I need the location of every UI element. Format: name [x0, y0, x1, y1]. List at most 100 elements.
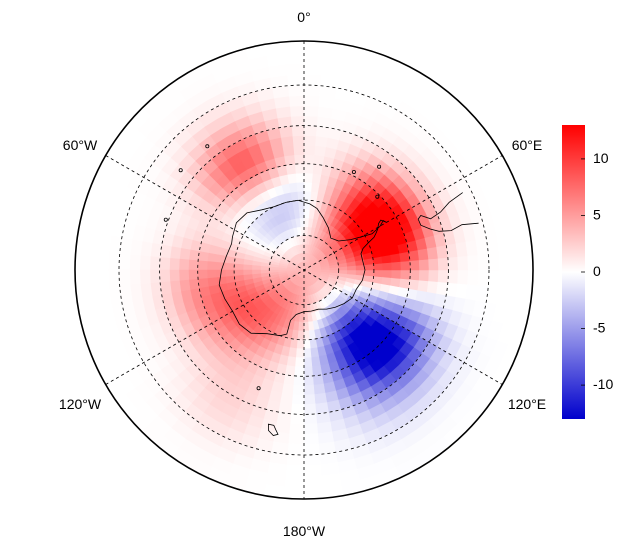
- heat-cell: [417, 279, 429, 293]
- heat-cell: [179, 279, 191, 293]
- heat-cell: [312, 163, 323, 175]
- heat-cell: [206, 261, 217, 271]
- heat-cell: [281, 383, 295, 395]
- heat-cell: [303, 234, 308, 245]
- heat-cell: [346, 269, 357, 275]
- heat-cell: [313, 145, 327, 157]
- heat-cell: [309, 191, 319, 202]
- heat-cell: [303, 348, 313, 359]
- heat-cell: [291, 394, 305, 405]
- heat-cell: [300, 295, 305, 306]
- heat-cell: [206, 252, 218, 263]
- heat-cell: [260, 265, 270, 271]
- heat-cell: [303, 403, 317, 415]
- heat-cell: [303, 172, 313, 183]
- heat-cell: [292, 384, 305, 396]
- heat-cell: [520, 249, 533, 271]
- heat-cell: [303, 217, 309, 228]
- heat-cell: [400, 269, 411, 280]
- heat-cell: [108, 269, 121, 288]
- heat-cell: [179, 247, 191, 261]
- heat-cell: [159, 281, 172, 296]
- heat-cell: [280, 392, 294, 405]
- heat-cell: [303, 190, 312, 201]
- heat-cell: [286, 356, 297, 368]
- heat-cell: [159, 257, 171, 271]
- heat-cell: [364, 269, 375, 277]
- heat-cell: [426, 246, 439, 260]
- heat-cell: [303, 144, 316, 156]
- heat-cell: [437, 257, 449, 271]
- heat-cell: [428, 269, 439, 283]
- colorbar-tick-label: 5: [593, 207, 601, 223]
- heat-cell: [108, 252, 121, 271]
- heat-cell: [426, 280, 439, 294]
- heat-cell: [313, 383, 327, 395]
- heat-cell: [290, 115, 305, 127]
- colorbar-gradient: [562, 125, 585, 419]
- lon-label-60e: 60°E: [512, 137, 543, 153]
- heat-cell: [303, 199, 311, 210]
- heat-cell: [289, 338, 299, 349]
- heat-cell: [169, 280, 182, 294]
- heat-cell: [287, 84, 305, 97]
- heat-cell: [409, 269, 420, 281]
- new-zealand-coastline: [268, 423, 279, 436]
- heat-cell: [296, 339, 305, 350]
- heat-cell: [303, 413, 318, 425]
- heat-cell: [188, 259, 199, 271]
- heat-cell: [436, 281, 449, 296]
- heat-cell: [224, 269, 235, 278]
- heat-cell: [303, 366, 314, 377]
- heat-cell: [97, 251, 110, 271]
- heat-cell: [159, 244, 172, 259]
- heat-cell: [303, 453, 322, 466]
- heat-cell: [338, 269, 348, 275]
- heat-cell: [303, 443, 321, 456]
- meridian-line: [105, 155, 503, 385]
- heat-cell: [149, 256, 161, 271]
- heat-cell: [315, 125, 330, 138]
- heat-cell: [291, 329, 300, 341]
- heat-cell: [225, 255, 236, 265]
- heat-cell: [291, 135, 305, 146]
- heat-cell: [303, 154, 315, 165]
- heat-cell: [285, 365, 296, 377]
- heat-cell: [487, 269, 500, 288]
- heat-cell: [520, 269, 533, 291]
- heat-cell: [169, 269, 180, 283]
- heat-cell: [293, 154, 305, 165]
- island-coastline: [377, 164, 382, 169]
- heat-cell: [303, 384, 316, 396]
- heat-cell: [216, 254, 227, 264]
- heat-cell: [293, 375, 305, 386]
- heat-cell: [303, 181, 313, 192]
- anomaly-field: [75, 41, 533, 499]
- south-america-coastline: [417, 192, 479, 232]
- heat-cell: [372, 275, 383, 285]
- heat-cell: [75, 249, 88, 271]
- heat-cell: [299, 312, 305, 323]
- heat-cell: [437, 269, 449, 283]
- heat-cell: [303, 41, 325, 54]
- heat-cell: [283, 41, 305, 54]
- heat-cell: [408, 278, 420, 291]
- heat-cell: [303, 52, 324, 65]
- heat-cell: [285, 464, 305, 477]
- heat-cell: [86, 269, 99, 290]
- heat-cell: [289, 105, 305, 117]
- heat-cell: [139, 269, 151, 285]
- heat-cell: [447, 269, 459, 284]
- coastlines: [163, 144, 479, 436]
- heat-cell: [363, 274, 375, 283]
- heat-cell: [288, 95, 305, 107]
- heat-cell: [498, 251, 511, 271]
- heat-cell: [295, 357, 305, 368]
- heat-cell: [391, 269, 402, 279]
- heat-cell: [417, 247, 429, 261]
- heat-cell: [373, 269, 384, 278]
- island-coastline: [178, 168, 183, 173]
- heat-cell: [197, 260, 208, 271]
- heat-cell: [418, 269, 430, 282]
